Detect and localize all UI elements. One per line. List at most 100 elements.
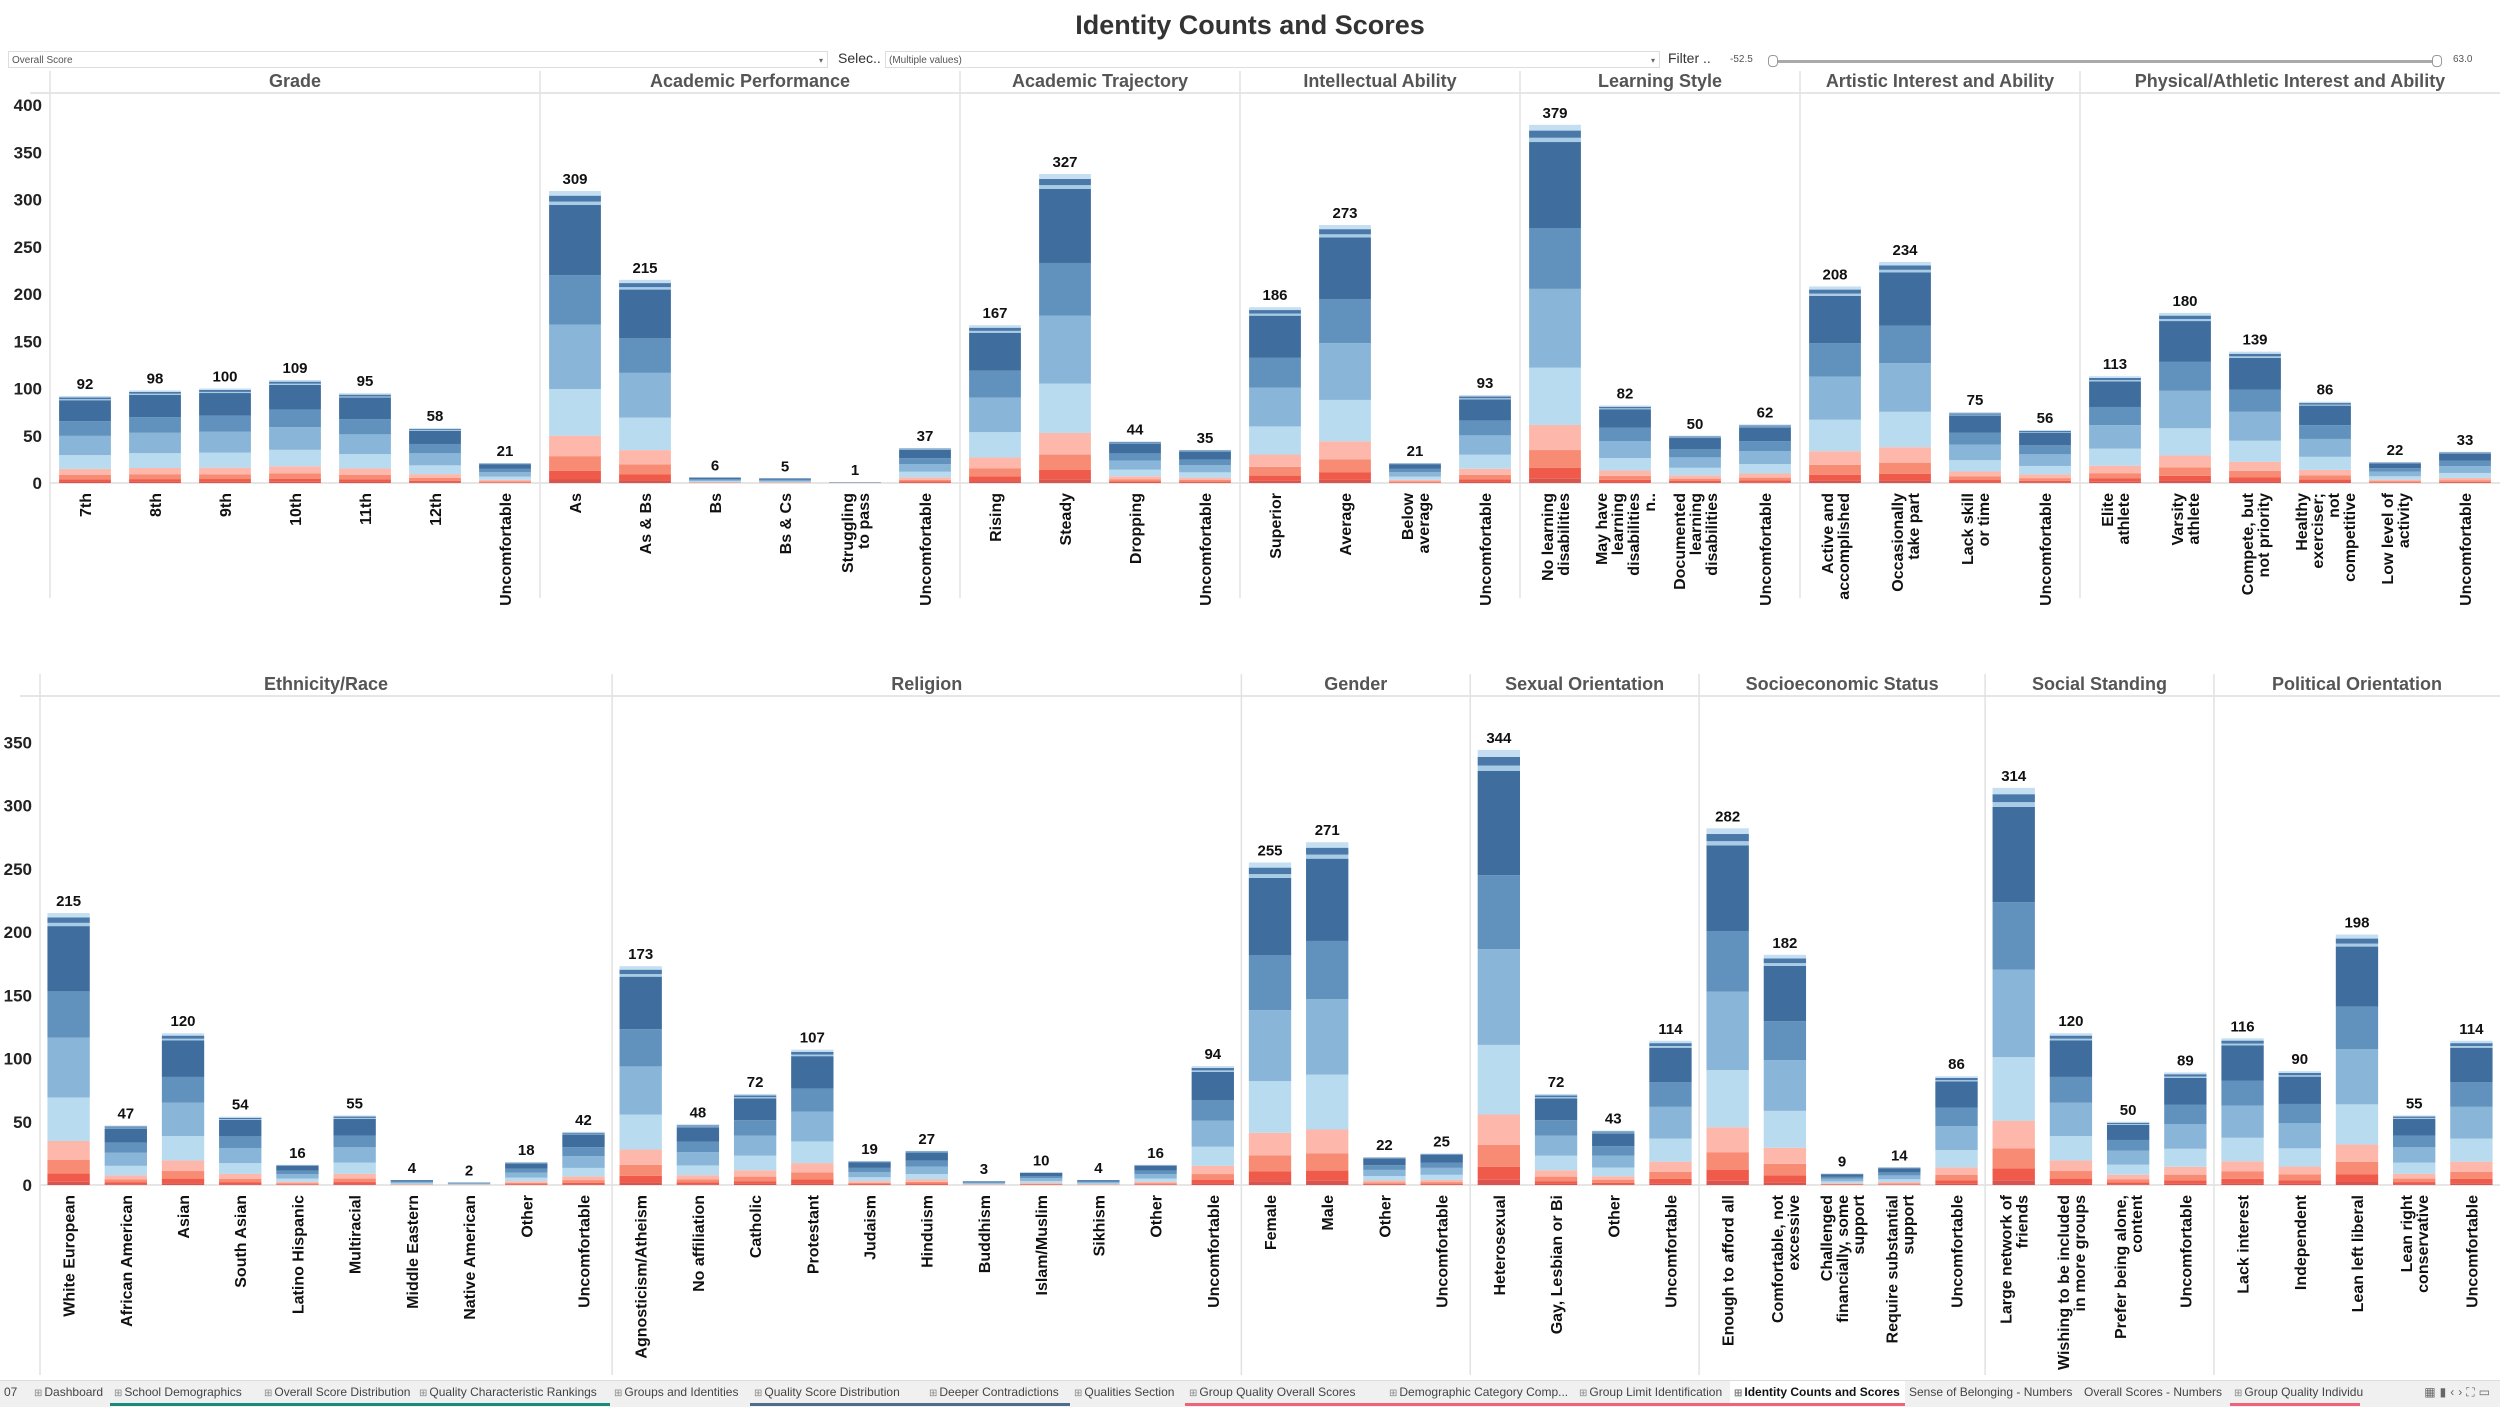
bar-segment[interactable] xyxy=(2221,1044,2263,1046)
bar-segment[interactable] xyxy=(2439,473,2491,478)
bar-segment[interactable] xyxy=(1249,874,1291,878)
bar[interactable] xyxy=(1949,412,2001,483)
bar[interactable] xyxy=(759,478,811,483)
bar-segment[interactable] xyxy=(2164,1072,2206,1074)
bar-segment[interactable] xyxy=(1459,397,1511,399)
bar[interactable] xyxy=(1420,1153,1462,1185)
bar-segment[interactable] xyxy=(1306,848,1348,855)
bar-segment[interactable] xyxy=(1764,1182,1806,1185)
bar-segment[interactable] xyxy=(2393,1174,2435,1179)
bar-segment[interactable] xyxy=(1764,1175,1806,1182)
bar-segment[interactable] xyxy=(2229,358,2281,390)
bar-segment[interactable] xyxy=(549,389,601,436)
bar-segment[interactable] xyxy=(1249,426,1301,454)
bar-segment[interactable] xyxy=(1109,479,1161,481)
bar-segment[interactable] xyxy=(2393,1184,2435,1185)
bar-segment[interactable] xyxy=(1879,412,1931,447)
bar-segment[interactable] xyxy=(1109,470,1161,477)
bar-segment[interactable] xyxy=(1879,270,1931,273)
bar-segment[interactable] xyxy=(47,991,89,1037)
bar-segment[interactable] xyxy=(1649,1107,1691,1139)
bar-segment[interactable] xyxy=(1535,1098,1577,1120)
bar[interactable] xyxy=(1707,828,1749,1185)
bar-segment[interactable] xyxy=(1529,479,1581,483)
bar-segment[interactable] xyxy=(1389,482,1441,483)
bar-segment[interactable] xyxy=(2299,406,2351,426)
bar-segment[interactable] xyxy=(2159,319,2211,321)
bar-segment[interactable] xyxy=(1739,427,1791,441)
bar-segment[interactable] xyxy=(2279,1123,2321,1148)
bar-segment[interactable] xyxy=(1389,481,1441,482)
bar-segment[interactable] xyxy=(1707,841,1749,845)
bar-segment[interactable] xyxy=(963,1183,1005,1184)
bar-segment[interactable] xyxy=(549,436,601,456)
bar-segment[interactable] xyxy=(1649,1046,1691,1048)
bar-segment[interactable] xyxy=(791,1055,833,1057)
bar-segment[interactable] xyxy=(1249,1133,1291,1156)
bar-segment[interactable] xyxy=(105,1175,147,1179)
bar-segment[interactable] xyxy=(549,196,601,202)
bar-segment[interactable] xyxy=(1879,447,1931,462)
bar-segment[interactable] xyxy=(1935,1167,1977,1175)
bar-segment[interactable] xyxy=(1809,465,1861,475)
bar-segment[interactable] xyxy=(1764,966,1806,1021)
bar-segment[interactable] xyxy=(1993,1057,2035,1121)
bar-segment[interactable] xyxy=(105,1180,147,1183)
bar-segment[interactable] xyxy=(2221,1081,2263,1106)
bar-segment[interactable] xyxy=(2336,1174,2378,1182)
bar-segment[interactable] xyxy=(333,1174,375,1179)
bar-segment[interactable] xyxy=(677,1175,719,1179)
bar-segment[interactable] xyxy=(1319,299,1371,343)
bar-segment[interactable] xyxy=(791,1089,833,1112)
bar-segment[interactable] xyxy=(1878,1182,1920,1183)
bar-segment[interactable] xyxy=(1707,1152,1749,1170)
bar-segment[interactable] xyxy=(1109,460,1161,469)
bar-segment[interactable] xyxy=(620,1165,662,1176)
bar-segment[interactable] xyxy=(1039,316,1091,384)
bar-segment[interactable] xyxy=(619,450,671,464)
bar-segment[interactable] xyxy=(1529,138,1581,142)
bar-segment[interactable] xyxy=(1529,289,1581,368)
bar-segment[interactable] xyxy=(906,1166,948,1174)
bar-segment[interactable] xyxy=(1039,433,1091,455)
bar-segment[interactable] xyxy=(791,1056,833,1088)
bar-segment[interactable] xyxy=(199,479,251,482)
bar-segment[interactable] xyxy=(199,416,251,432)
bar[interactable] xyxy=(448,1182,490,1185)
bar-segment[interactable] xyxy=(1949,412,2001,413)
chevron-down-icon[interactable]: ▾ xyxy=(1651,52,1655,69)
bar-segment[interactable] xyxy=(2107,1140,2149,1151)
bar-segment[interactable] xyxy=(2229,477,2281,481)
bar-segment[interactable] xyxy=(409,453,461,465)
bar-segment[interactable] xyxy=(219,1120,261,1136)
bar-segment[interactable] xyxy=(2089,466,2141,473)
bar-segment[interactable] xyxy=(105,1143,147,1153)
bar-segment[interactable] xyxy=(269,466,321,473)
bar-segment[interactable] xyxy=(2107,1151,2149,1165)
bar-segment[interactable] xyxy=(2164,1078,2206,1105)
bar-segment[interactable] xyxy=(1249,358,1301,388)
bar-segment[interactable] xyxy=(1306,1075,1348,1130)
bar-segment[interactable] xyxy=(1077,1180,1119,1181)
bar[interactable] xyxy=(2336,935,2378,1185)
bar-segment[interactable] xyxy=(969,457,1021,468)
bar-segment[interactable] xyxy=(219,1174,261,1179)
bar-segment[interactable] xyxy=(269,380,321,382)
bar-segment[interactable] xyxy=(2450,1172,2492,1179)
bar-segment[interactable] xyxy=(391,1181,433,1182)
bar-segment[interactable] xyxy=(1192,1070,1234,1071)
bar-segment[interactable] xyxy=(1949,482,2001,483)
bar-segment[interactable] xyxy=(2279,1075,2321,1076)
bar-segment[interactable] xyxy=(479,472,531,476)
bar-segment[interactable] xyxy=(1535,1094,1577,1095)
bar-segment[interactable] xyxy=(269,427,321,450)
bar-segment[interactable] xyxy=(505,1183,547,1184)
multi-select-dropdown[interactable]: (Multiple values) ▾ xyxy=(885,51,1660,68)
bar-segment[interactable] xyxy=(162,1036,204,1039)
bar-segment[interactable] xyxy=(848,1172,890,1177)
bar-segment[interactable] xyxy=(2279,1184,2321,1185)
bar-segment[interactable] xyxy=(734,1181,776,1184)
bar-segment[interactable] xyxy=(969,325,1021,328)
bar-segment[interactable] xyxy=(620,1115,662,1150)
bar[interactable] xyxy=(906,1151,948,1185)
